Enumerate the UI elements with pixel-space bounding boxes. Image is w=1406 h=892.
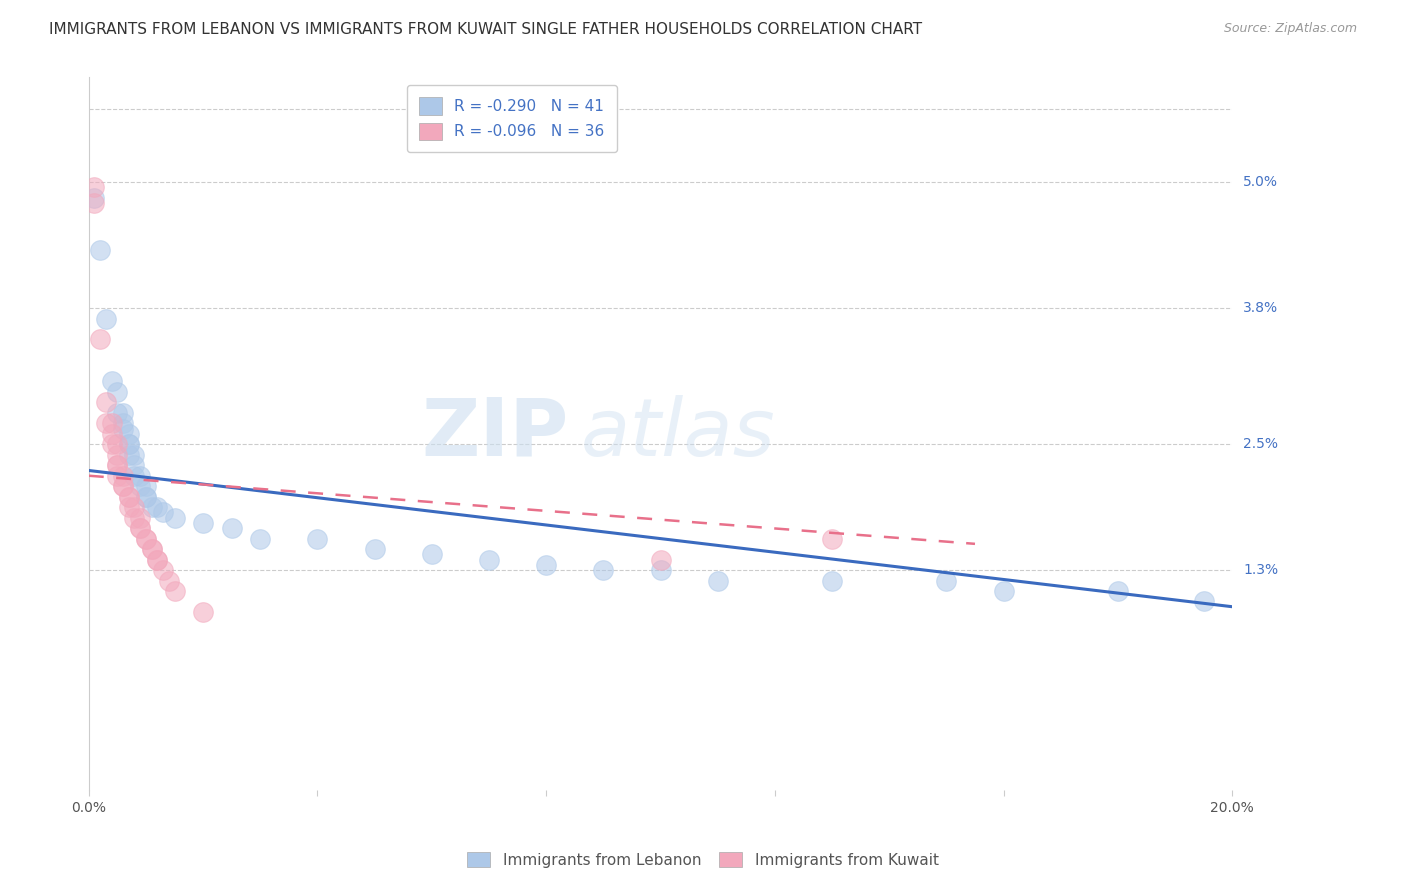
Point <box>135 532 157 546</box>
Point <box>1192 594 1215 608</box>
Point <box>135 490 157 504</box>
Point <box>152 563 174 577</box>
Point <box>105 458 128 473</box>
Point <box>935 574 957 588</box>
Point <box>118 426 141 441</box>
Point <box>135 490 157 504</box>
Point <box>993 584 1015 599</box>
Point <box>249 532 271 546</box>
Point <box>118 490 141 504</box>
Point <box>592 563 614 577</box>
Point <box>124 468 146 483</box>
Point <box>112 417 135 431</box>
Text: 5.0%: 5.0% <box>1243 175 1278 189</box>
Point <box>650 563 672 577</box>
Point <box>83 180 105 194</box>
Point <box>112 479 135 493</box>
Point <box>105 384 128 399</box>
Point <box>129 521 152 535</box>
Point <box>105 458 128 473</box>
Point <box>706 574 728 588</box>
Point <box>534 558 557 572</box>
Point <box>191 516 214 530</box>
Point <box>129 479 152 493</box>
Point <box>420 547 443 561</box>
Point <box>821 532 844 546</box>
Legend: Immigrants from Lebanon, Immigrants from Kuwait: Immigrants from Lebanon, Immigrants from… <box>461 846 945 873</box>
Point <box>112 468 135 483</box>
Point <box>152 505 174 519</box>
Point <box>1107 584 1129 599</box>
Point <box>100 437 122 451</box>
Point <box>112 406 135 420</box>
Point <box>141 542 163 557</box>
Text: 1.3%: 1.3% <box>1243 563 1278 577</box>
Point <box>135 532 157 546</box>
Point <box>105 406 128 420</box>
Point <box>363 542 385 557</box>
Point <box>221 521 243 535</box>
Point <box>191 605 214 619</box>
Point <box>89 244 111 258</box>
Point <box>124 458 146 473</box>
Point <box>129 510 152 524</box>
Point <box>94 417 117 431</box>
Text: 2.5%: 2.5% <box>1243 437 1278 451</box>
Legend: R = -0.290   N = 41, R = -0.096   N = 36: R = -0.290 N = 41, R = -0.096 N = 36 <box>406 85 617 153</box>
Point <box>157 574 180 588</box>
Point <box>141 542 163 557</box>
Text: IMMIGRANTS FROM LEBANON VS IMMIGRANTS FROM KUWAIT SINGLE FATHER HOUSEHOLDS CORRE: IMMIGRANTS FROM LEBANON VS IMMIGRANTS FR… <box>49 22 922 37</box>
Point <box>89 333 111 347</box>
Point <box>163 510 186 524</box>
Point <box>105 468 128 483</box>
Text: ZIP: ZIP <box>422 395 569 473</box>
Point <box>94 311 117 326</box>
Point <box>118 437 141 451</box>
Point <box>112 479 135 493</box>
Point <box>94 395 117 409</box>
Point <box>118 448 141 462</box>
Point <box>478 552 501 566</box>
Text: atlas: atlas <box>581 395 775 473</box>
Point <box>118 500 141 515</box>
Point <box>146 552 169 566</box>
Point <box>129 521 152 535</box>
Point <box>100 417 122 431</box>
Point <box>83 196 105 211</box>
Point <box>118 437 141 451</box>
Point <box>650 552 672 566</box>
Point <box>118 490 141 504</box>
Point <box>307 532 329 546</box>
Point <box>141 500 163 515</box>
Point <box>105 448 128 462</box>
Point <box>124 510 146 524</box>
Point <box>100 375 122 389</box>
Text: 3.8%: 3.8% <box>1243 301 1278 315</box>
Text: Source: ZipAtlas.com: Source: ZipAtlas.com <box>1223 22 1357 36</box>
Point <box>129 468 152 483</box>
Point <box>821 574 844 588</box>
Point <box>124 448 146 462</box>
Point <box>146 552 169 566</box>
Point <box>83 191 105 205</box>
Point <box>163 584 186 599</box>
Point <box>146 500 169 515</box>
Point <box>112 421 135 435</box>
Point <box>135 479 157 493</box>
Point <box>124 500 146 515</box>
Point <box>100 426 122 441</box>
Point <box>105 437 128 451</box>
